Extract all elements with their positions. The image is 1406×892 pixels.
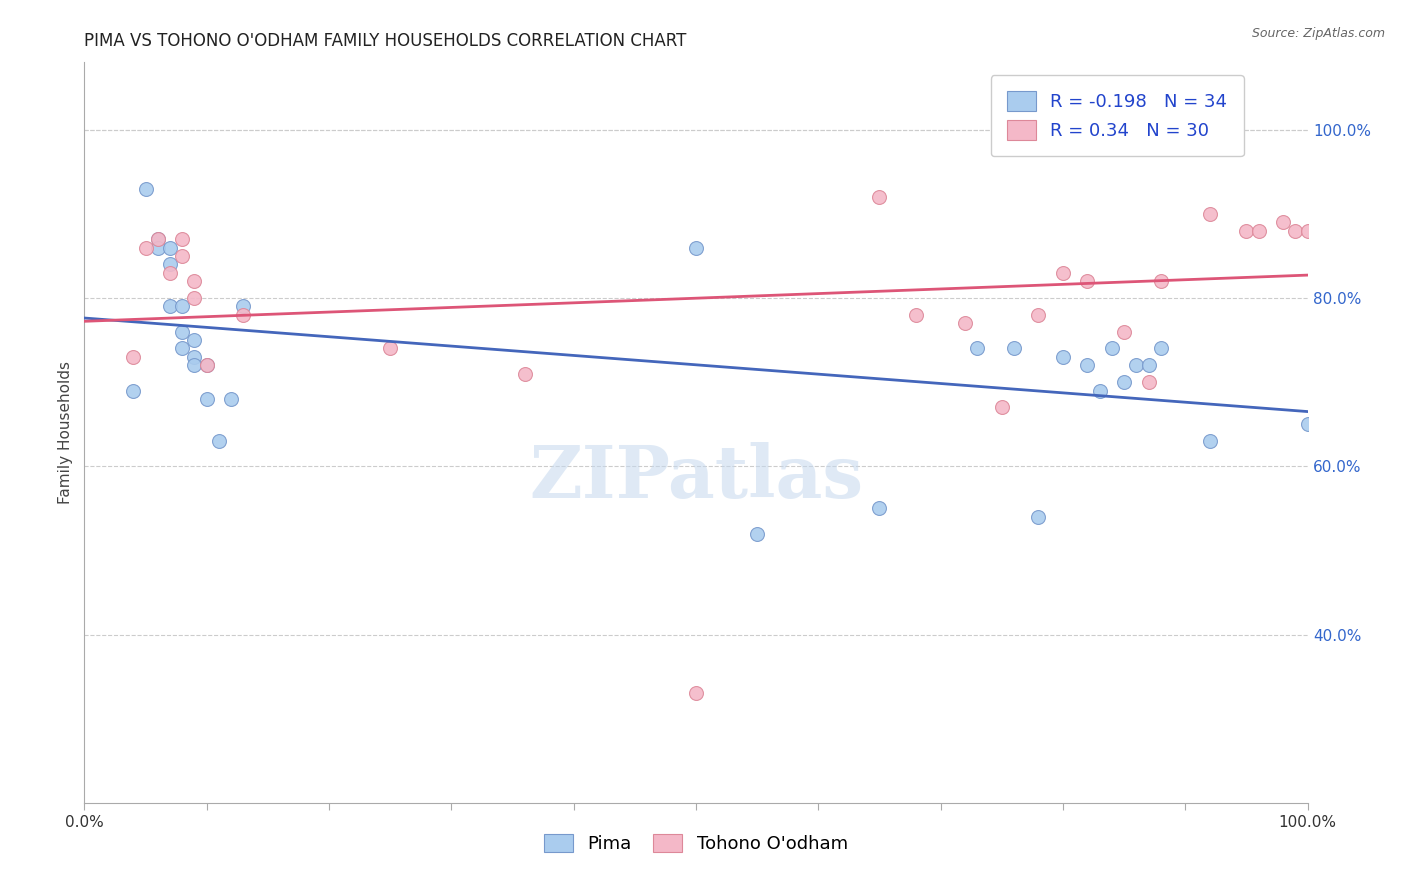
Point (1052, 266, 1074, 280)
Point (232, 300, 254, 314)
Text: Source: ZipAtlas.com: Source: ZipAtlas.com (1251, 27, 1385, 40)
Point (380, 342, 402, 356)
Point (172, 232, 194, 246)
Point (172, 249, 194, 263)
Point (159, 257, 181, 271)
Point (1137, 359, 1160, 373)
Point (1125, 359, 1147, 373)
Text: ZIPatlas: ZIPatlas (529, 442, 863, 513)
Point (966, 342, 988, 356)
Point (869, 190, 891, 204)
Point (685, 686, 707, 700)
Point (195, 359, 218, 373)
Point (1088, 384, 1111, 398)
Point (953, 316, 976, 330)
Legend: Pima, Tohono O'odham: Pima, Tohono O'odham (537, 827, 855, 861)
Point (208, 434, 231, 448)
Point (1296, 417, 1319, 432)
Point (172, 342, 194, 356)
Point (1101, 342, 1123, 356)
Point (159, 300, 181, 314)
Point (183, 333, 205, 347)
Point (172, 300, 194, 314)
Point (146, 232, 169, 246)
Point (1198, 434, 1220, 448)
Point (1002, 342, 1025, 356)
Point (122, 384, 145, 398)
Point (747, 526, 769, 541)
Point (159, 266, 181, 280)
Point (1296, 224, 1319, 238)
Point (991, 401, 1014, 415)
Point (1272, 215, 1295, 229)
Text: PIMA VS TOHONO O'ODHAM FAMILY HOUSEHOLDS CORRELATION CHART: PIMA VS TOHONO O'ODHAM FAMILY HOUSEHOLDS… (84, 32, 686, 50)
Point (1076, 359, 1098, 373)
Point (1247, 224, 1270, 238)
Point (135, 181, 157, 195)
Point (183, 274, 205, 288)
Point (183, 291, 205, 305)
Point (183, 350, 205, 364)
Point (232, 308, 254, 322)
Point (172, 325, 194, 339)
Point (1052, 350, 1074, 364)
Point (1028, 308, 1050, 322)
Point (195, 392, 218, 406)
Point (905, 308, 928, 322)
Point (1236, 224, 1258, 238)
Point (1137, 375, 1160, 389)
Point (513, 367, 536, 381)
Point (685, 240, 707, 255)
Point (195, 359, 218, 373)
Point (146, 232, 169, 246)
Point (1174, 122, 1197, 136)
Point (1284, 224, 1306, 238)
Point (1114, 375, 1136, 389)
Point (135, 240, 157, 255)
Point (1198, 207, 1220, 221)
Point (1114, 325, 1136, 339)
Point (869, 501, 891, 516)
Point (159, 240, 181, 255)
Point (183, 359, 205, 373)
Point (1028, 509, 1050, 524)
Point (1076, 274, 1098, 288)
Point (1150, 342, 1173, 356)
Point (1150, 274, 1173, 288)
Point (122, 350, 145, 364)
Point (219, 392, 242, 406)
Point (146, 240, 169, 255)
Y-axis label: Family Households: Family Households (58, 361, 73, 504)
